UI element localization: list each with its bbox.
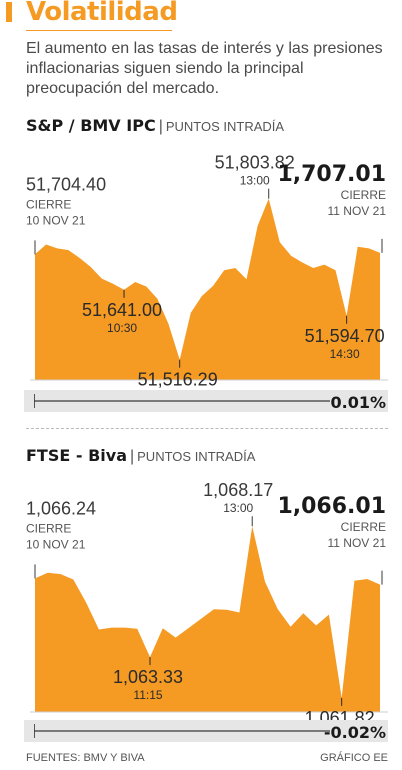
- change-value: -0.02%: [324, 723, 386, 742]
- area-series: [35, 526, 380, 712]
- title-underline: [26, 30, 172, 31]
- page-subtitle: El aumento en las tasas de interés y las…: [26, 40, 383, 97]
- closing-value-date: 11 NOV 21: [328, 536, 387, 550]
- chart-divider: [26, 428, 388, 429]
- footer-credit: GRÁFICO EE: [320, 752, 388, 764]
- annotation-value: 51,641.00: [82, 300, 162, 320]
- chart-2-header: FTSE - Biva | PUNTOS INTRADÍA: [26, 446, 255, 466]
- chart-1-header: S&P / BMV IPC | PUNTOS INTRADÍA: [26, 116, 284, 136]
- annotation-value: 1,066.24: [26, 498, 96, 518]
- annotation-0: 51,704.40 CIERRE 10 NOV 21: [26, 174, 106, 255]
- annotation-sublabel: 13:00: [240, 174, 270, 188]
- annotation-label: CIERRE: [26, 521, 71, 535]
- annotation-value: 51,594.70: [305, 326, 385, 346]
- title-accent-bar: [6, 2, 12, 22]
- annotation-sublabel: 10 NOV 21: [26, 213, 86, 227]
- chart-2-title: FTSE - Biva: [26, 446, 127, 465]
- change-bar: -0.02%: [24, 720, 388, 742]
- chart-2-separator: |: [129, 448, 135, 465]
- annotation-sublabel: 11:15: [133, 688, 162, 702]
- closing-value-date: 11 NOV 21: [328, 204, 387, 218]
- footer-sources: FUENTES: BMV Y BIVA: [26, 752, 145, 764]
- closing-value-number: 1,707.01: [277, 162, 386, 187]
- annotation-label: CIERRE: [26, 197, 71, 211]
- page-title: Volatilidad: [26, 0, 178, 27]
- annotation-sublabel: 10 NOV 21: [26, 537, 86, 551]
- closing-value-label: CIERRE: [341, 520, 386, 534]
- closing-value-label: CIERRE: [341, 188, 386, 202]
- annotation-value: 51,803.82: [215, 153, 295, 173]
- annotation-sublabel: 10:30: [107, 321, 137, 335]
- annotation-value: 51,516.29: [138, 370, 218, 390]
- annotation-value: 1,068.17: [203, 480, 273, 500]
- chart-1-title: S&P / BMV IPC: [26, 116, 156, 135]
- closing-value-number: 1,066.01: [277, 494, 386, 519]
- annotation-value: 1,063.33: [113, 667, 183, 687]
- change-value: 0.01%: [330, 393, 386, 412]
- area-series: [35, 198, 380, 380]
- annotation-value: 51,704.40: [26, 174, 106, 194]
- annotation-sublabel: 14:30: [330, 347, 360, 361]
- chart-1-unit: PUNTOS INTRADÍA: [165, 119, 285, 134]
- chart-2-unit: PUNTOS INTRADÍA: [137, 449, 256, 464]
- annotation-0: 1,066.24 CIERRE 10 NOV 21: [26, 498, 96, 579]
- change-bar: 0.01%: [24, 390, 388, 412]
- annotation-sublabel: 13:00: [223, 501, 253, 515]
- chart-1-separator: |: [158, 118, 163, 135]
